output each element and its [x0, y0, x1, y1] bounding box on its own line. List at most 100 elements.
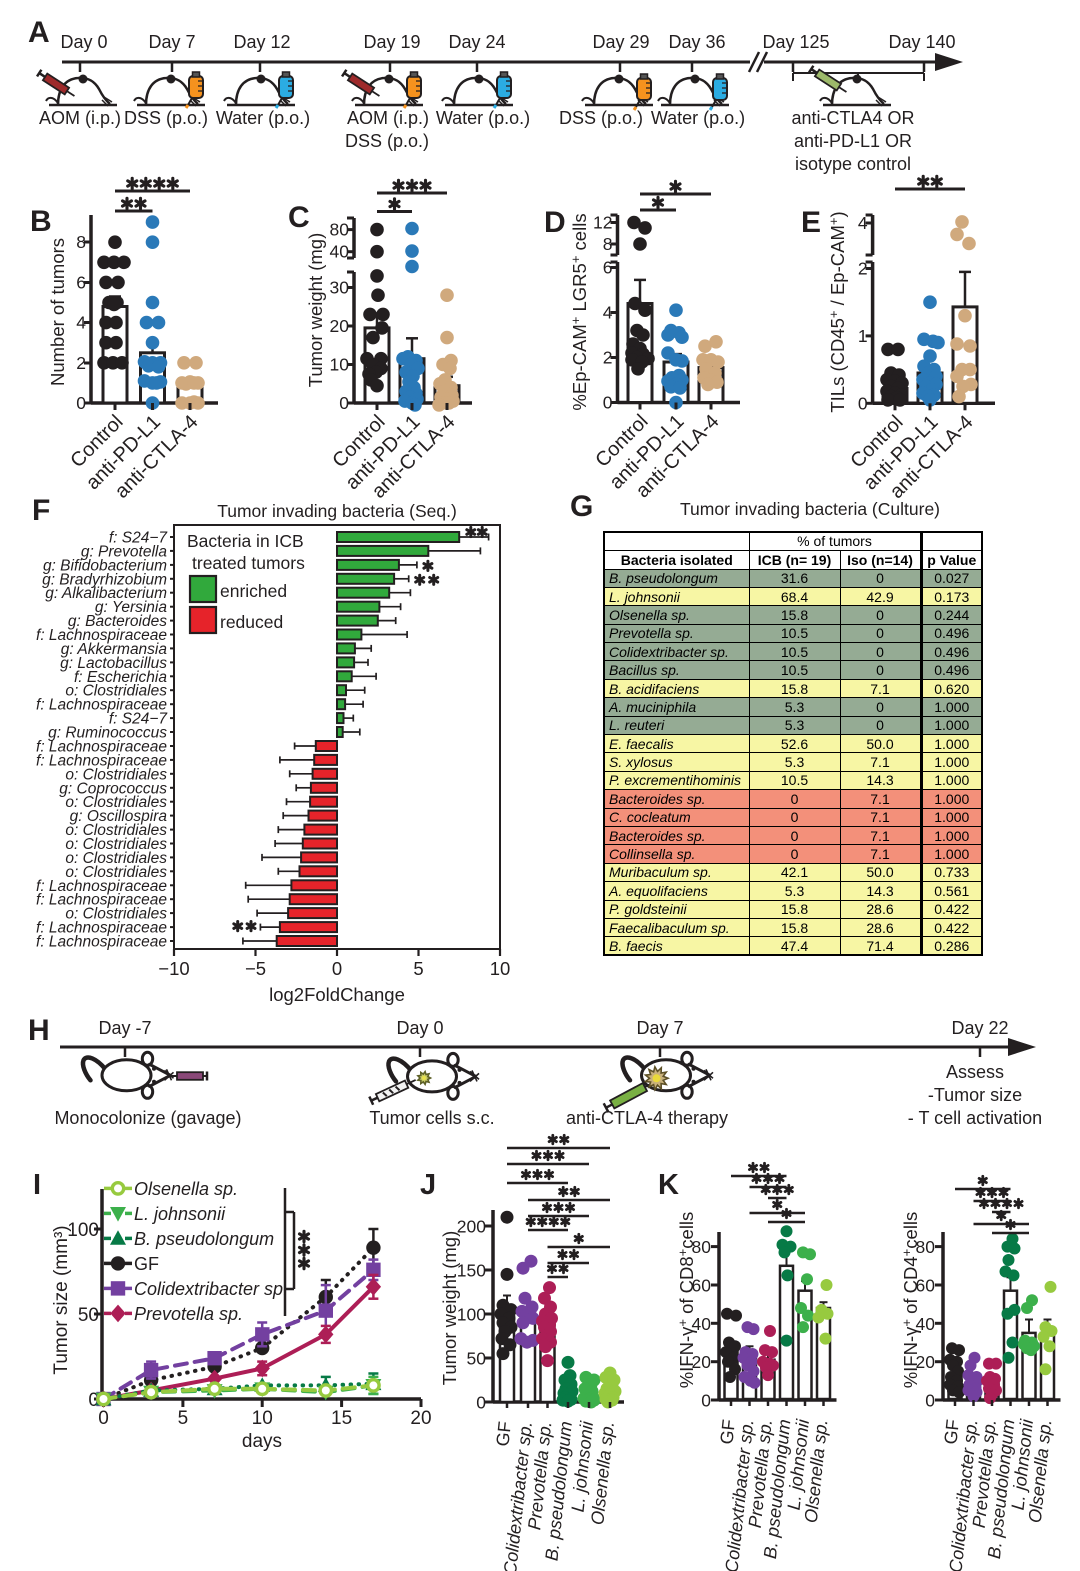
- svg-text:f: Lachnospiraceae: f: Lachnospiraceae: [36, 920, 167, 937]
- svg-text:o: Clostridiales: o: Clostridiales: [65, 822, 167, 839]
- svg-text:GF: GF: [940, 1418, 963, 1445]
- svg-text:Assess: Assess: [946, 1062, 1004, 1082]
- svg-text:0: 0: [332, 958, 342, 979]
- svg-text:enriched: enriched: [220, 581, 287, 601]
- svg-text:80: 80: [330, 220, 350, 240]
- svg-text:%IFN-γ+ of CD8+cells: %IFN-γ+ of CD8+cells: [675, 1212, 697, 1389]
- svg-text:100: 100: [457, 1305, 486, 1325]
- svg-text:Tumor weight (mg): Tumor weight (mg): [305, 233, 326, 388]
- svg-text:Day -7: Day -7: [98, 1018, 151, 1038]
- svg-text:12: 12: [593, 213, 612, 233]
- svg-text:Number of tumors: Number of tumors: [47, 238, 68, 386]
- svg-text:Day 7: Day 7: [636, 1018, 683, 1038]
- svg-text:10: 10: [252, 1408, 273, 1429]
- svg-text:g: Bacteroides: g: Bacteroides: [68, 613, 167, 630]
- svg-text:treated tumors: treated tumors: [192, 553, 305, 573]
- svg-text:g: Oscillospira: g: Oscillospira: [70, 808, 168, 825]
- svg-text:reduced: reduced: [220, 612, 283, 632]
- svg-text:Day 36: Day 36: [668, 32, 725, 52]
- svg-text:D: D: [544, 206, 566, 239]
- svg-text:80: 80: [692, 1237, 712, 1257]
- svg-text:AOM (i.p.): AOM (i.p.): [39, 108, 121, 128]
- svg-text:40: 40: [330, 242, 350, 262]
- svg-text:0: 0: [88, 1390, 99, 1411]
- svg-text:Water (p.o.): Water (p.o.): [651, 108, 745, 128]
- svg-text:f: S24−7: f: S24−7: [109, 711, 169, 728]
- svg-text:0: 0: [339, 393, 349, 413]
- svg-text:I: I: [33, 1169, 41, 1201]
- svg-text:Day 22: Day 22: [951, 1018, 1008, 1038]
- svg-text:g: Coprococcus: g: Coprococcus: [59, 780, 167, 797]
- svg-text:4: 4: [603, 303, 613, 323]
- svg-text:o: Clostridiales: o: Clostridiales: [65, 766, 167, 783]
- svg-text:5: 5: [178, 1408, 189, 1429]
- svg-text:f: Lachnospiraceae: f: Lachnospiraceae: [36, 892, 167, 909]
- svg-text:%IFN-γ+ of CD4+cells: %IFN-γ+ of CD4+cells: [899, 1212, 921, 1389]
- svg-text:−10: −10: [158, 958, 189, 979]
- svg-text:Monocolonize (gavage): Monocolonize (gavage): [54, 1108, 241, 1128]
- svg-text:2: 2: [858, 259, 868, 279]
- svg-text:C: C: [288, 201, 310, 234]
- svg-text:f: Lachnospiraceae: f: Lachnospiraceae: [36, 697, 167, 714]
- svg-text:Colidextribacter sp.: Colidextribacter sp.: [134, 1279, 288, 1299]
- svg-text:F: F: [32, 494, 50, 527]
- svg-text:40: 40: [916, 1314, 936, 1334]
- svg-text:o: Clostridiales: o: Clostridiales: [65, 683, 167, 700]
- svg-text:f: Lachnospiraceae: f: Lachnospiraceae: [36, 878, 167, 895]
- svg-text:80: 80: [916, 1237, 936, 1257]
- svg-text:8: 8: [603, 234, 613, 254]
- svg-text:o: Clostridiales: o: Clostridiales: [65, 850, 167, 867]
- svg-text:B. pseudolongum: B. pseudolongum: [134, 1229, 274, 1249]
- svg-text:Bacteria in ICB: Bacteria in ICB: [187, 531, 304, 551]
- svg-text:0: 0: [925, 1391, 935, 1411]
- svg-text:Tumor cells s.c.: Tumor cells s.c.: [369, 1108, 494, 1128]
- svg-text:g: Ruminococcus: g: Ruminococcus: [48, 725, 167, 742]
- svg-text:Water (p.o.): Water (p.o.): [216, 108, 310, 128]
- svg-text:50: 50: [78, 1305, 99, 1326]
- svg-text:log2FoldChange: log2FoldChange: [269, 984, 405, 1005]
- svg-text:10: 10: [490, 958, 511, 979]
- svg-text:g: Prevotella: g: Prevotella: [81, 543, 168, 560]
- svg-text:6: 6: [76, 273, 86, 293]
- svg-text:GF: GF: [716, 1418, 739, 1445]
- svg-text:5: 5: [413, 958, 423, 979]
- svg-text:o: Clostridiales: o: Clostridiales: [65, 836, 167, 853]
- svg-text:0: 0: [98, 1408, 109, 1429]
- svg-text:Day 7: Day 7: [148, 32, 195, 52]
- svg-text:4: 4: [76, 313, 86, 333]
- svg-text:f: Lachnospiraceae: f: Lachnospiraceae: [36, 934, 167, 951]
- svg-text:8: 8: [76, 232, 86, 252]
- svg-text:f: S24−7: f: S24−7: [109, 530, 169, 547]
- svg-text:Day 19: Day 19: [363, 32, 420, 52]
- svg-text:4: 4: [858, 213, 868, 233]
- svg-text:2: 2: [76, 353, 86, 373]
- svg-text:o: Clostridiales: o: Clostridiales: [65, 864, 167, 881]
- svg-text:1: 1: [858, 326, 868, 346]
- svg-text:200: 200: [457, 1217, 486, 1237]
- svg-text:15: 15: [331, 1408, 352, 1429]
- svg-text:A: A: [28, 16, 50, 49]
- svg-text:0: 0: [76, 393, 86, 413]
- svg-text:0: 0: [701, 1391, 711, 1411]
- svg-text:Day 140: Day 140: [888, 32, 955, 52]
- svg-text:100: 100: [67, 1220, 99, 1241]
- svg-text:20: 20: [692, 1352, 712, 1372]
- svg-text:Tumor invading bacteria (Seq.): Tumor invading bacteria (Seq.): [217, 501, 457, 521]
- svg-text:GF: GF: [492, 1420, 515, 1447]
- svg-text:g: Alkalibacterium: g: Alkalibacterium: [45, 585, 167, 602]
- svg-text:0: 0: [858, 393, 868, 413]
- svg-text:20: 20: [916, 1352, 936, 1372]
- svg-text:60: 60: [916, 1276, 936, 1296]
- svg-text:DSS (p.o.): DSS (p.o.): [124, 108, 208, 128]
- svg-text:g: Bifidobacterium: g: Bifidobacterium: [43, 557, 167, 574]
- svg-text:10: 10: [330, 355, 350, 375]
- svg-text:o: Clostridiales: o: Clostridiales: [65, 794, 167, 811]
- svg-text:20: 20: [330, 316, 350, 336]
- svg-text:DSS (p.o.): DSS (p.o.): [559, 108, 643, 128]
- svg-text:g: Lactobacillus: g: Lactobacillus: [60, 655, 167, 672]
- svg-text:anti-PD-L1 OR: anti-PD-L1 OR: [794, 131, 912, 151]
- svg-text:days: days: [242, 1431, 282, 1452]
- svg-text:f: Lachnospiraceae: f: Lachnospiraceae: [36, 627, 167, 644]
- svg-text:g: Akkermansia: g: Akkermansia: [61, 641, 168, 658]
- svg-text:- T cell activation: - T cell activation: [908, 1108, 1042, 1128]
